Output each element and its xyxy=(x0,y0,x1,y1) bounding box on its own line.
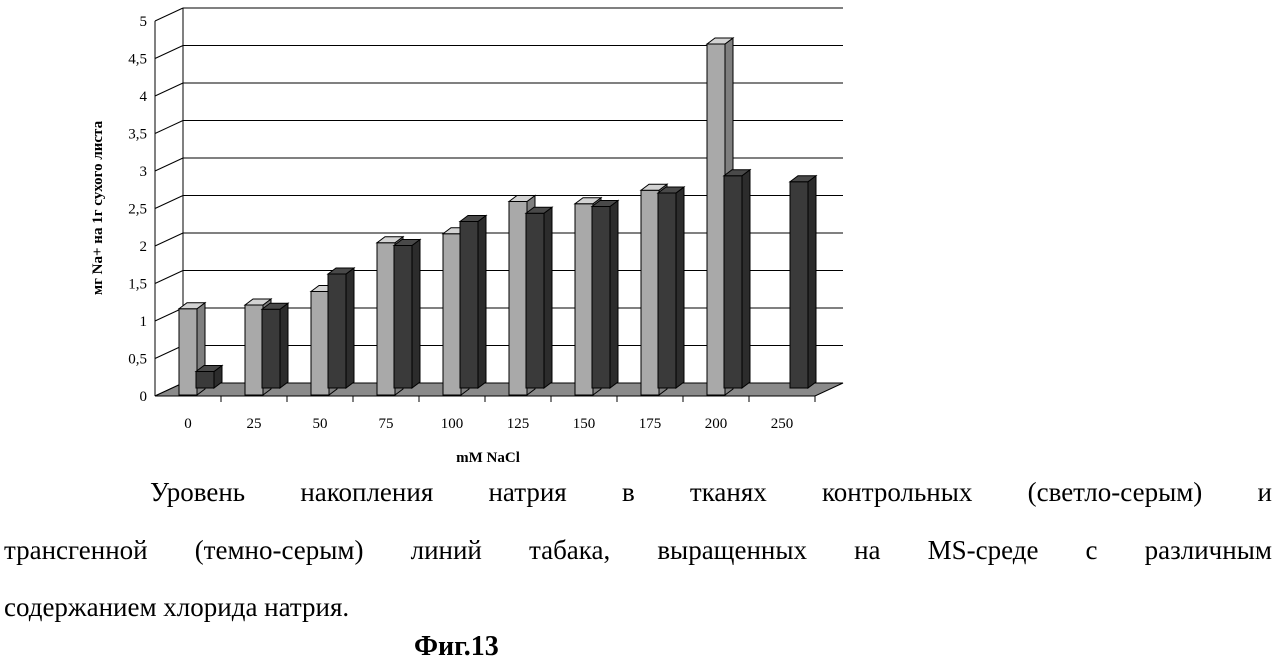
bar-transgenic-150 xyxy=(592,201,618,389)
bar-transgenic-175 xyxy=(658,187,684,388)
x-tick-label: 200 xyxy=(705,416,728,432)
bar-transgenic-75 xyxy=(394,240,420,389)
x-tick-label: 175 xyxy=(639,416,662,432)
y-tick-label: 3 xyxy=(140,164,148,180)
caption-word: трансгенной xyxy=(4,534,148,566)
y-tick-label: 3,5 xyxy=(128,127,147,143)
x-axis-title: mM NaCl xyxy=(456,450,520,466)
bar-front xyxy=(724,176,742,388)
side-grid-line xyxy=(155,233,183,246)
caption-word: на xyxy=(854,534,880,566)
bar-front xyxy=(460,222,478,389)
bar-front xyxy=(179,309,197,395)
bar-front xyxy=(658,193,676,388)
x-tick-label: 50 xyxy=(313,416,328,432)
caption-word: с xyxy=(1086,534,1098,566)
y-axis-title: мг Na+ на 1г сухого листа xyxy=(90,120,106,295)
bar-side xyxy=(742,170,750,388)
bar-front xyxy=(592,207,610,389)
side-grid-line xyxy=(155,46,183,59)
bar-front xyxy=(526,213,544,388)
bar-front xyxy=(262,309,280,388)
x-tick-label: 25 xyxy=(247,416,262,432)
x-tick-label: 125 xyxy=(507,416,530,432)
bar-front xyxy=(245,305,263,395)
caption-word: различным xyxy=(1145,534,1272,566)
y-tick-label: 1 xyxy=(140,314,148,330)
bar-front xyxy=(443,234,461,395)
side-grid-line xyxy=(155,8,183,21)
bar-transgenic-250 xyxy=(790,176,816,388)
side-grid-line xyxy=(155,196,183,209)
bar-transgenic-100 xyxy=(460,216,486,389)
caption-word: тканях xyxy=(690,476,767,508)
y-tick-label: 4 xyxy=(140,89,148,105)
bars-layer xyxy=(179,38,816,395)
y-tick-label: 0,5 xyxy=(128,352,147,368)
figure-label: Фиг.13 xyxy=(414,631,499,663)
bar-transgenic-200 xyxy=(724,170,750,388)
bar-front xyxy=(509,202,527,396)
y-tick-label: 2 xyxy=(140,239,148,255)
y-tick-label: 0 xyxy=(140,389,148,405)
y-tick-label: 4,5 xyxy=(128,52,147,68)
x-tick-label: 0 xyxy=(184,416,192,432)
y-tick-labels: 0 0,5 1 1,5 2 2,5 3 3,5 4 4,5 5 xyxy=(128,14,147,405)
x-tick-label: 100 xyxy=(441,416,464,432)
y-tick-label: 5 xyxy=(140,14,148,30)
bar-side xyxy=(676,187,684,388)
bar-front xyxy=(790,182,808,388)
bar-front xyxy=(196,372,214,389)
bar-side xyxy=(478,216,486,389)
caption-word: и xyxy=(1258,476,1272,508)
x-tick-label: 75 xyxy=(379,416,394,432)
bar-side xyxy=(544,207,552,388)
bar-front xyxy=(641,190,659,395)
bar-transgenic-50 xyxy=(328,268,354,388)
caption-line-3: содержанием хлорида натрия. xyxy=(4,591,349,623)
x-tick-label: 150 xyxy=(573,416,596,432)
side-grid-line xyxy=(155,271,183,284)
caption-word: натрия xyxy=(488,476,566,508)
bar-side xyxy=(346,268,354,388)
bar-chart: 0 0,5 1 1,5 2 2,5 3 3,5 4 4,5 5 0 25 50 75 100 125 150 17… xyxy=(0,0,1280,470)
side-grid-line xyxy=(155,121,183,134)
caption-word: (светло-серым) xyxy=(1028,476,1203,508)
y-tick-label: 1,5 xyxy=(128,277,147,293)
caption-word: линий xyxy=(411,534,482,566)
caption-word: Уровень xyxy=(150,476,245,508)
caption-word: (темно-серым) xyxy=(195,534,364,566)
bar-front xyxy=(394,246,412,389)
y-tick-label: 2,5 xyxy=(128,202,147,218)
bar-front xyxy=(707,44,725,395)
caption-line-1: Уровень накопления натрия в тканях контрольны… xyxy=(150,476,1272,508)
caption-line-2: трансгенной (темно-серым) линий табака, выра… xyxy=(4,534,1272,566)
bar-front xyxy=(311,292,329,396)
side-grid-line xyxy=(155,83,183,96)
x-tick-labels: 0 25 50 75 100 125 150 175 200 250 xyxy=(184,396,815,432)
bar-transgenic-25 xyxy=(262,303,288,388)
x-tick-label: 250 xyxy=(771,416,794,432)
bar-side xyxy=(280,303,288,388)
caption-word: в xyxy=(622,476,635,508)
caption-word: табака, xyxy=(529,534,610,566)
caption-word: накопления xyxy=(300,476,433,508)
bar-front xyxy=(575,204,593,395)
bar-transgenic-125 xyxy=(526,207,552,388)
bar-side xyxy=(808,176,816,388)
bar-side xyxy=(412,240,420,389)
caption-word: выращенных xyxy=(657,534,807,566)
bar-front xyxy=(328,274,346,388)
bar-side xyxy=(610,201,618,389)
caption-word: MS-среде xyxy=(928,534,1039,566)
bar-transgenic-0 xyxy=(196,366,222,389)
side-grid-line xyxy=(155,158,183,171)
bar-front xyxy=(377,243,395,395)
caption-word: контрольных xyxy=(822,476,972,508)
